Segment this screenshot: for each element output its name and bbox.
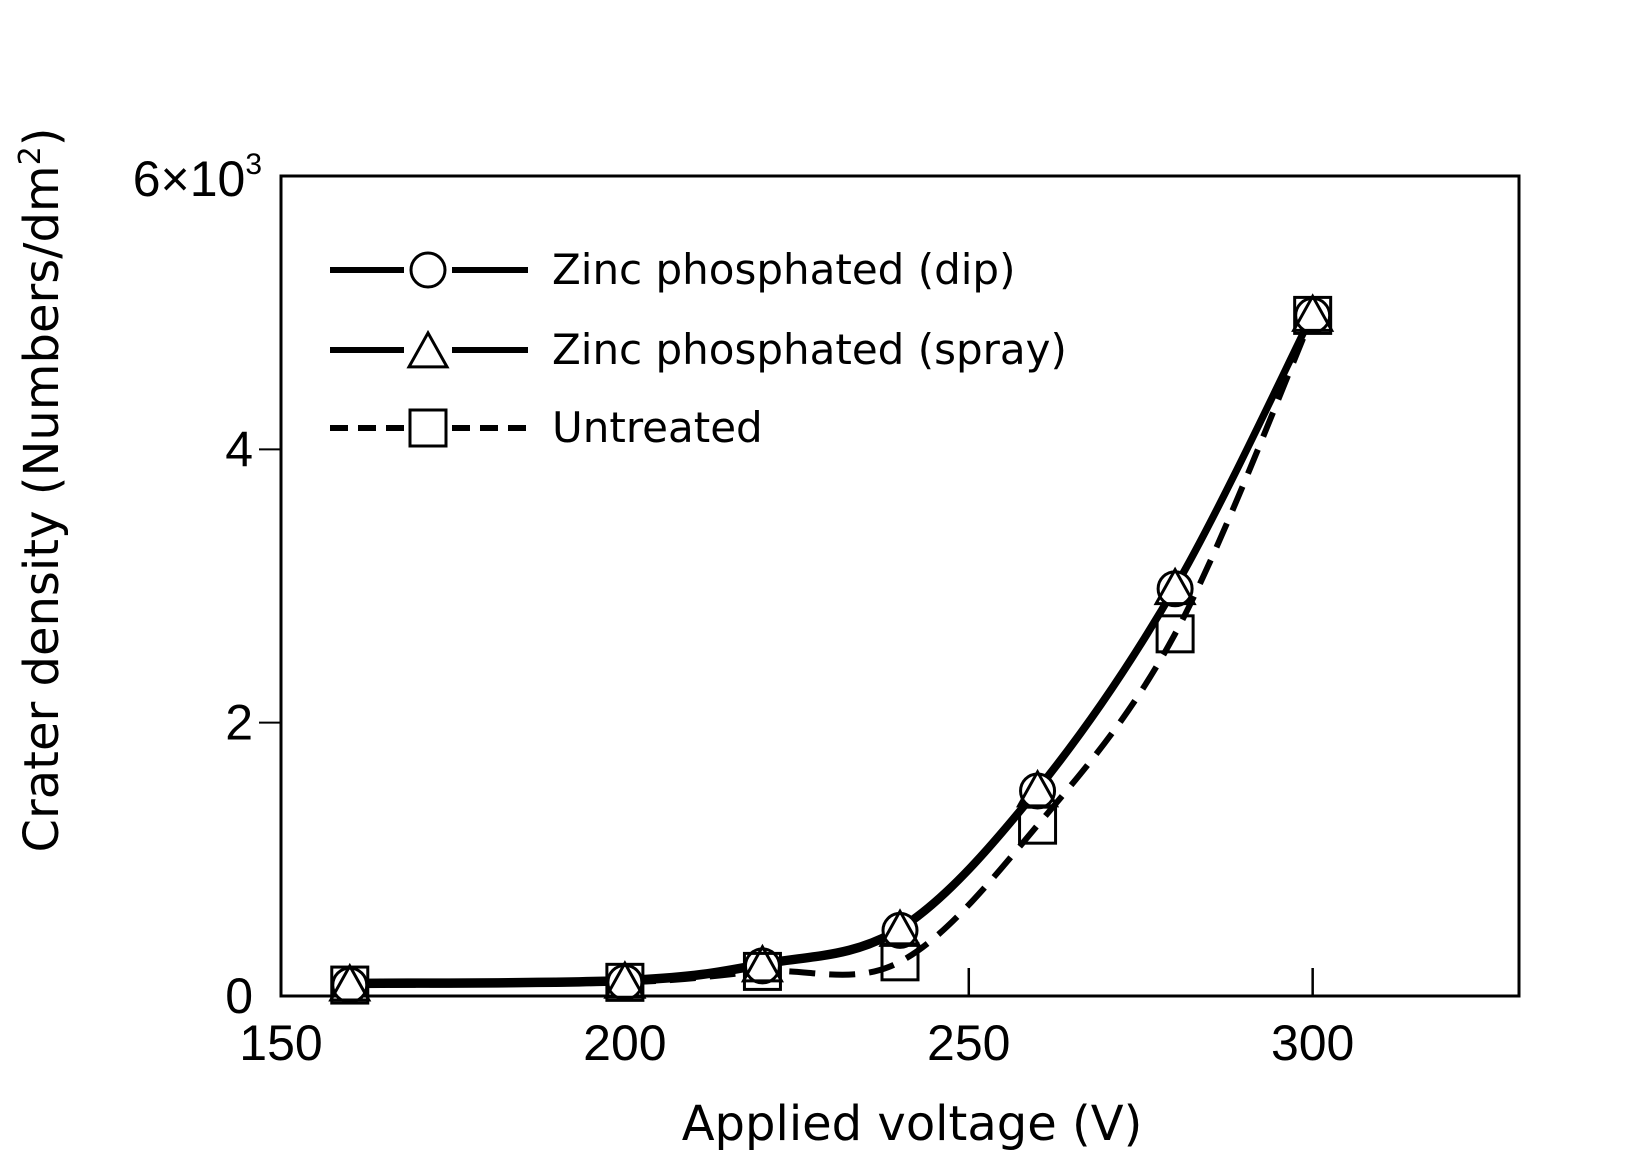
triangle-marker xyxy=(1153,566,1197,606)
triangle-marker xyxy=(740,943,785,983)
marker-bg xyxy=(1295,298,1330,333)
marker-bg xyxy=(745,948,780,983)
y-axis-title-sup: 2 xyxy=(13,146,48,165)
point-1-5 xyxy=(1153,566,1197,606)
series-line-2 xyxy=(349,314,1316,989)
point-1-1 xyxy=(603,960,647,999)
triangle-marker xyxy=(1291,293,1335,332)
legend-label-0: Zinc phosphated (dip) xyxy=(552,245,1015,294)
plot-frame xyxy=(279,174,1521,998)
y-tick-label-exponent: 3 xyxy=(245,148,262,181)
y-tick-label-2000: 2 xyxy=(225,695,253,751)
y-tick-label-4000: 4 xyxy=(225,421,253,477)
square-marker xyxy=(1293,295,1333,335)
marker-bg xyxy=(607,965,642,1000)
series-markers xyxy=(328,293,1335,1005)
point-2-6 xyxy=(1293,295,1333,335)
point-1-6 xyxy=(1291,293,1335,332)
y-tick-label-6000: 6×103 xyxy=(133,148,262,207)
series-lines xyxy=(349,310,1316,989)
y-axis-title: Crater density (Numbers/dm2) xyxy=(13,127,70,852)
point-2-2 xyxy=(742,951,782,991)
square-marker xyxy=(330,965,370,1005)
legend-label-2: Untreated xyxy=(552,403,763,452)
point-2-4 xyxy=(1018,805,1058,845)
marker-bg xyxy=(1020,774,1055,808)
point-2-3 xyxy=(880,942,920,982)
legend-item-0: Zinc phosphated (dip) xyxy=(330,245,1015,294)
point-2-0 xyxy=(330,965,370,1005)
legend-label-1: Zinc phosphated (spray) xyxy=(552,325,1067,374)
legend-circle-marker xyxy=(409,251,447,289)
legend: Zinc phosphated (dip) Zinc phosphated (sp… xyxy=(330,245,1067,452)
point-1-0 xyxy=(328,962,372,1002)
triangle-marker xyxy=(328,962,372,1002)
square-marker xyxy=(605,962,645,1002)
axis-ticks xyxy=(259,448,1314,996)
square-marker xyxy=(1018,805,1058,845)
square-marker xyxy=(880,942,920,982)
point-2-5 xyxy=(1155,614,1195,654)
x-tick-label-250: 250 xyxy=(927,1015,1010,1071)
triangle-marker xyxy=(603,960,647,999)
legend-item-1: Zinc phosphated (spray) xyxy=(330,325,1067,374)
x-tick-label-200: 200 xyxy=(583,1015,666,1071)
y-axis-title-end: ) xyxy=(14,127,70,146)
y-tick-label-0: 0 xyxy=(225,968,253,1024)
y-axis-title-main: Crater density (Numbers/dm xyxy=(14,165,70,852)
marker-bg xyxy=(883,913,917,948)
x-tick-label-300: 300 xyxy=(1271,1015,1354,1071)
legend-item-2: Untreated xyxy=(330,403,763,452)
legend-square-marker xyxy=(408,408,448,448)
point-1-2 xyxy=(740,943,785,983)
legend-triangle-marker xyxy=(406,329,450,369)
x-tick-label-150: 150 xyxy=(239,1015,322,1071)
tick-labels: 150 200 250 300 0 2 4 6×103 xyxy=(133,148,1355,1071)
x-axis-title: Applied voltage (V) xyxy=(682,1096,1143,1152)
square-marker xyxy=(742,951,782,991)
square-marker xyxy=(1155,614,1195,654)
marker-bg xyxy=(332,968,367,1003)
marker-bg xyxy=(1158,571,1193,606)
point-2-1 xyxy=(605,962,645,1002)
